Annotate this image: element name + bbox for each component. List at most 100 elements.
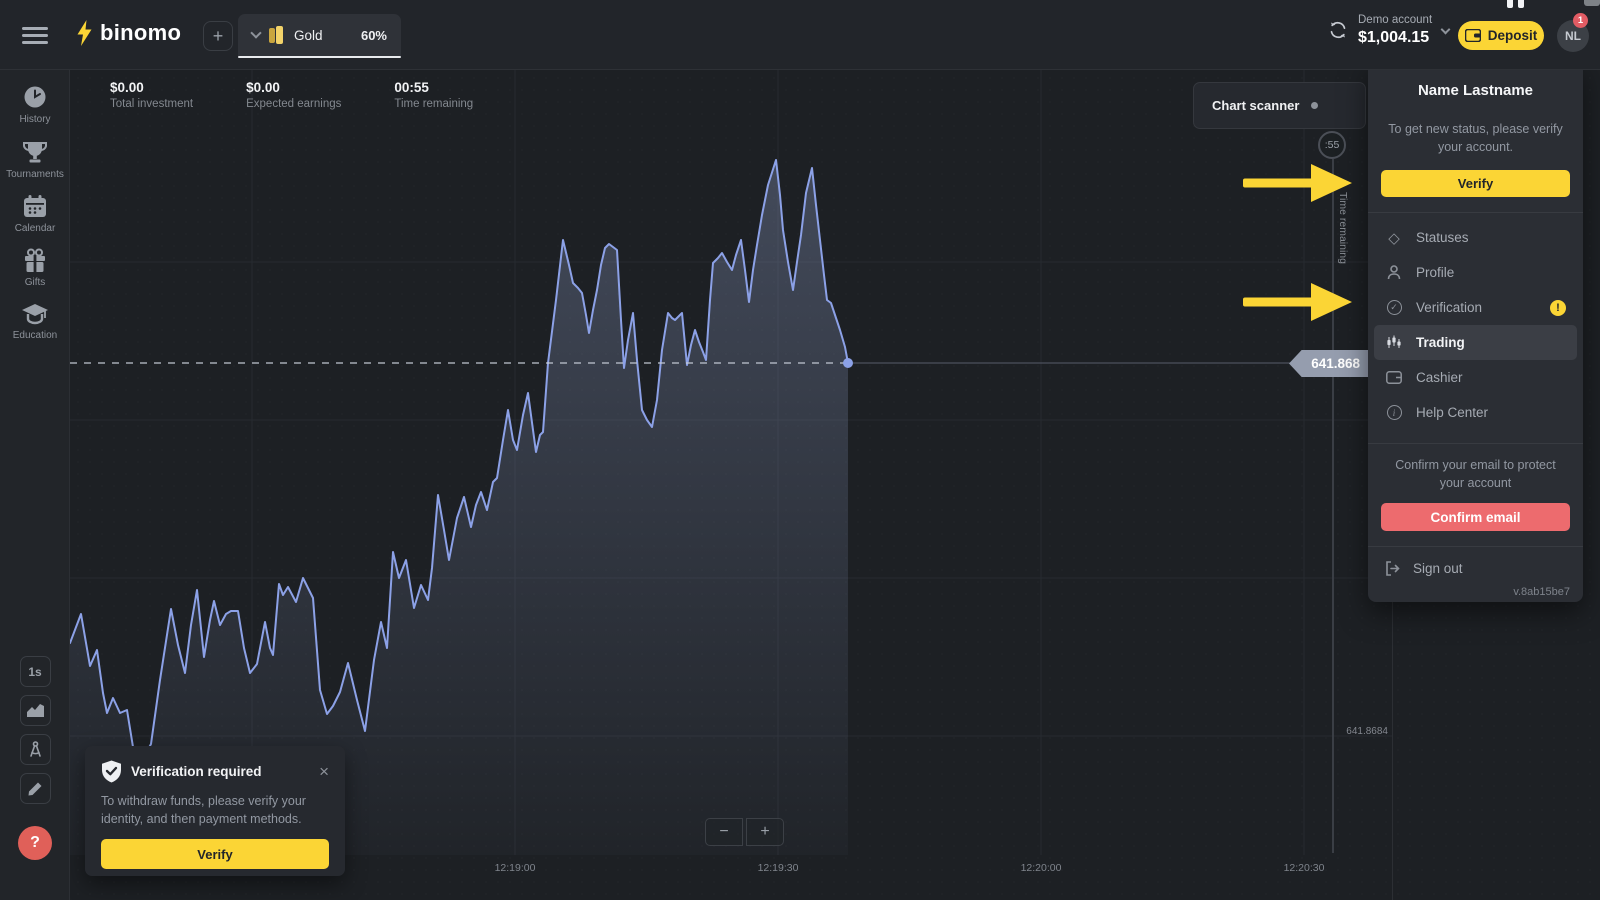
check-circle-icon: ✓ <box>1385 300 1403 315</box>
lightning-bolt-icon <box>77 20 92 46</box>
time-tick-label: 12:19:30 <box>757 862 799 874</box>
sign-out-icon <box>1386 561 1400 576</box>
countdown-timer: :55 <box>1318 131 1346 159</box>
sidebar-item-label: Calendar <box>14 223 56 234</box>
menu-item-cashier[interactable]: Cashier <box>1374 360 1577 395</box>
stat-label: Time remaining <box>394 98 474 110</box>
gift-icon <box>25 248 45 272</box>
chart-type-button[interactable] <box>19 695 51 726</box>
help-button[interactable]: ? <box>18 826 52 860</box>
history-clock-icon <box>24 86 46 108</box>
sidebar-item-label: History <box>19 114 51 125</box>
account-status-text: To get new status, please verify your ac… <box>1388 122 1563 154</box>
menu-item-label: Statuses <box>1416 230 1469 245</box>
account-balance: $1,004.15 <box>1358 28 1430 46</box>
scanner-status-dot <box>1311 102 1319 109</box>
notification-verify-button[interactable]: Verify <box>101 839 329 870</box>
sidebar-item-tournaments[interactable]: Tournaments <box>0 139 70 180</box>
menu-item-help-center[interactable]: i Help Center <box>1374 395 1577 430</box>
sign-out-button[interactable]: Sign out <box>1368 547 1583 576</box>
time-tick-label: 12:19:00 <box>494 862 536 874</box>
info-icon: i <box>1385 405 1403 420</box>
sidebar: History Tournaments Calendar Gifts Educa… <box>0 70 70 900</box>
asset-tab-gold[interactable]: Gold 60% <box>238 14 401 58</box>
refresh-icon[interactable] <box>1328 20 1348 40</box>
graduation-cap-icon <box>22 304 48 325</box>
sidebar-item-calendar[interactable]: Calendar <box>0 194 70 234</box>
calendar-icon <box>24 195 46 217</box>
confirm-email-text: Confirm your email to protect your accou… <box>1395 458 1556 490</box>
menu-item-label: Verification <box>1416 300 1483 315</box>
trophy-icon <box>23 142 47 163</box>
notification-title: Verification required <box>131 764 262 779</box>
account-switcher[interactable]: Demo account $1,004.15 <box>1328 14 1451 47</box>
chart-scanner-button[interactable]: Chart scanner <box>1193 82 1366 129</box>
chevron-down-icon[interactable] <box>1440 24 1451 35</box>
add-asset-button[interactable]: + <box>203 21 233 51</box>
chart-scanner-label: Chart scanner <box>1212 98 1300 113</box>
compass-icon <box>29 741 41 757</box>
menu-item-statuses[interactable]: ◇ Statuses <box>1374 220 1577 255</box>
hamburger-menu-icon[interactable] <box>22 27 48 44</box>
account-holder-name: Name Lastname <box>1417 82 1534 99</box>
indicators-button[interactable] <box>19 734 51 765</box>
countdown-line <box>1332 159 1334 853</box>
menu-item-profile[interactable]: Profile <box>1374 255 1577 290</box>
panel-verify-button[interactable]: Verify <box>1381 170 1570 197</box>
interval-button[interactable]: 1s <box>19 656 51 687</box>
stat-value: 00:55 <box>394 80 429 95</box>
time-tick-label: 12:20:30 <box>1283 862 1325 874</box>
current-price-tag: 641.868 <box>1289 350 1368 377</box>
close-icon[interactable]: × <box>319 762 329 781</box>
corner-artifact <box>1584 0 1600 6</box>
candlestick-icon <box>1385 335 1403 350</box>
account-type-label: Demo account <box>1358 14 1433 26</box>
zoom-out-button[interactable]: − <box>705 818 743 846</box>
divider <box>1368 443 1583 444</box>
user-icon <box>1385 265 1403 280</box>
time-tick-label: 12:20:00 <box>1020 862 1062 874</box>
divider <box>1368 546 1583 547</box>
zoom-in-button[interactable]: + <box>746 818 784 846</box>
menu-item-verification[interactable]: ✓ Verification ! <box>1374 290 1577 325</box>
divider <box>1368 212 1583 213</box>
stat-value: $0.00 <box>246 80 280 95</box>
sidebar-item-label: Gifts <box>24 277 46 288</box>
logo-text: binomo <box>100 20 182 45</box>
shield-check-icon <box>102 760 121 783</box>
zoom-controls: − + <box>705 818 784 846</box>
sign-out-label: Sign out <box>1413 561 1463 576</box>
chevron-down-icon[interactable] <box>250 27 262 39</box>
account-panel: Name Lastname To get new status, please … <box>1368 62 1583 602</box>
stat-label: Total investment <box>110 98 194 110</box>
wallet-icon <box>1464 29 1481 42</box>
app-version: v.8ab15be7 <box>1513 586 1570 598</box>
verification-notification: Verification required × To withdraw fund… <box>85 746 345 876</box>
drawing-button[interactable] <box>19 773 51 804</box>
sidebar-item-label: Tournaments <box>6 169 64 180</box>
binomo-logo: binomo <box>76 20 181 46</box>
sidebar-item-education[interactable]: Education <box>0 302 70 341</box>
sidebar-item-history[interactable]: History <box>0 84 70 125</box>
gem-icon: ◇ <box>1388 229 1400 247</box>
menu-item-label: Cashier <box>1416 370 1463 385</box>
stat-value: $0.00 <box>110 80 144 95</box>
verification-alert-badge: ! <box>1550 299 1566 316</box>
menu-item-label: Profile <box>1416 265 1455 280</box>
stat-label: Expected earnings <box>246 98 342 110</box>
sidebar-item-label: Education <box>12 330 58 341</box>
topbar: binomo + Gold 60% Demo account $1,004.15… <box>0 0 1600 70</box>
gold-bars-icon <box>269 26 285 44</box>
countdown-axis-label: Time remaining <box>1337 192 1349 264</box>
menu-item-label: Trading <box>1416 335 1465 350</box>
sidebar-item-gifts[interactable]: Gifts <box>0 248 70 288</box>
stat-total-investment: $0.00 Total investment <box>110 80 193 110</box>
notification-body: To withdraw funds, please verify your id… <box>101 794 306 827</box>
area-chart-icon <box>26 704 44 717</box>
video-pause-icon <box>1507 0 1524 8</box>
deposit-button[interactable]: Deposit <box>1458 21 1544 50</box>
menu-item-trading[interactable]: Trading <box>1374 325 1577 360</box>
wallet-icon <box>1385 371 1403 384</box>
confirm-email-button[interactable]: Confirm email <box>1381 503 1570 531</box>
